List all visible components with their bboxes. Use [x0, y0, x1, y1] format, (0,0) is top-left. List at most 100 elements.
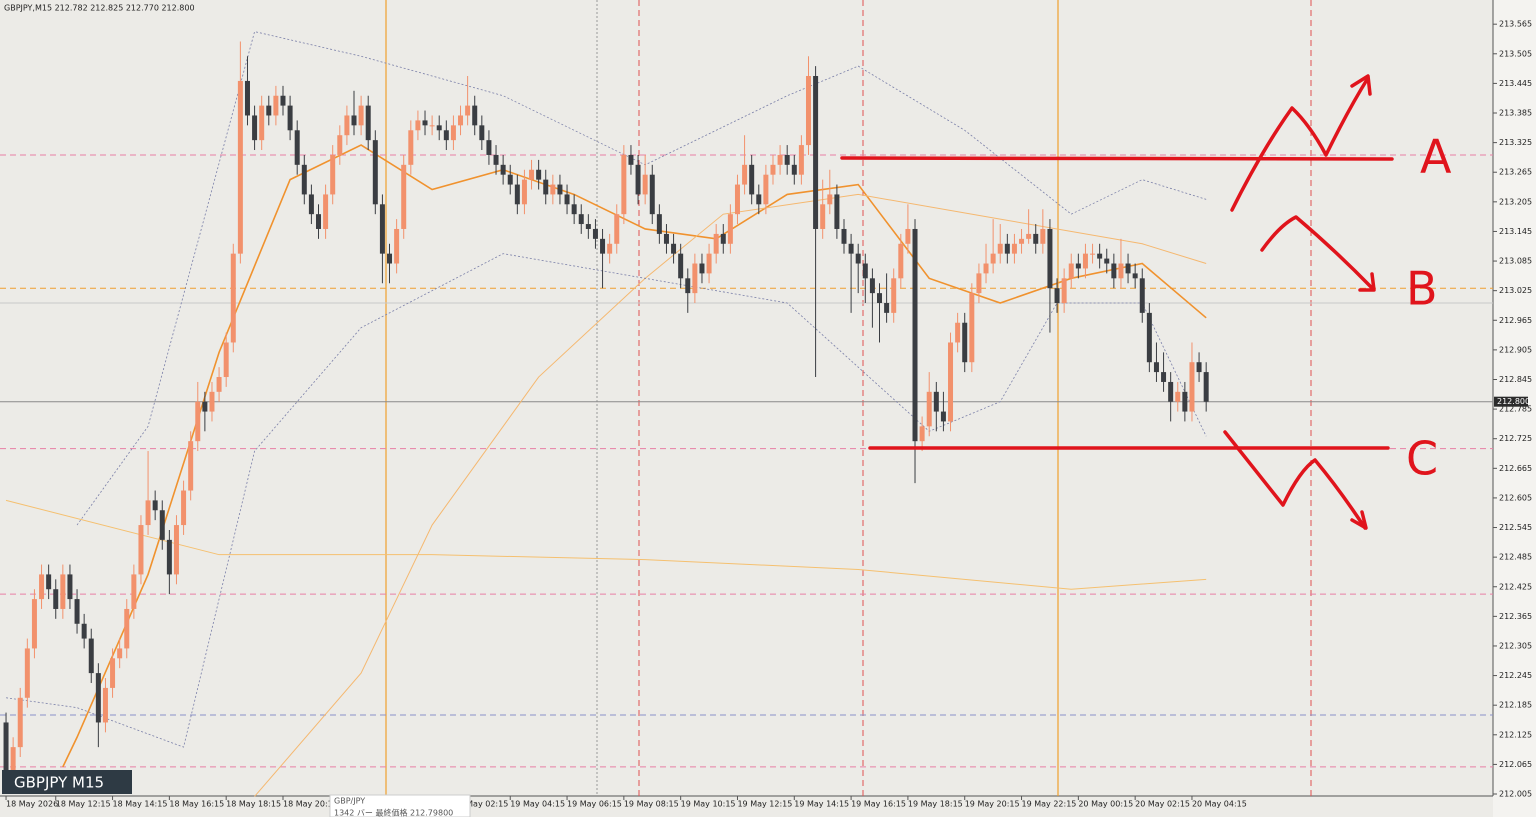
candle-body	[379, 204, 385, 254]
x-tick-label: 19 May 16:15	[851, 800, 906, 809]
candle-body	[17, 697, 23, 748]
candle-body	[500, 164, 506, 175]
x-tick-label: 18 May 16:15	[169, 800, 224, 809]
candle-body	[493, 154, 499, 165]
candle-body	[24, 648, 30, 698]
x-tick-label: 18 May 2026	[6, 800, 58, 809]
candle-body	[301, 164, 307, 195]
candle-body	[1061, 278, 1067, 303]
y-tick-label: 212.965	[1499, 316, 1532, 325]
candle-body	[507, 174, 513, 185]
candle-body	[649, 174, 655, 215]
candle-body	[1097, 253, 1103, 259]
level-a-line	[840, 156, 1394, 161]
y-tick-label: 213.145	[1499, 227, 1532, 236]
candle-body	[933, 391, 939, 412]
x-tick-label: 18 May 14:15	[113, 800, 168, 809]
candle-body	[458, 115, 464, 126]
x-tick-label: 19 May 14:15	[794, 800, 849, 809]
candle-body	[834, 194, 840, 229]
candle-body	[571, 204, 577, 215]
candle-body	[351, 115, 357, 126]
candle-body	[465, 105, 471, 116]
candle-body	[117, 648, 123, 659]
y-tick-label: 212.125	[1499, 730, 1532, 739]
x-tick-label: 19 May 20:15	[965, 800, 1020, 809]
candle-body	[550, 184, 556, 195]
x-tick-label: 19 May 06:15	[567, 800, 622, 809]
candle-body	[60, 574, 66, 609]
y-tick-label: 213.565	[1499, 20, 1532, 29]
candle-body	[39, 574, 45, 600]
candle-body	[1118, 263, 1124, 279]
candle-body	[820, 204, 826, 229]
indicator-line	[254, 193, 1207, 797]
candle-body	[536, 169, 542, 180]
y-tick-label: 212.605	[1499, 493, 1532, 502]
candle-body	[678, 253, 684, 279]
candle-body	[401, 164, 407, 229]
x-tick-label: 20 May 02:15	[1135, 800, 1190, 809]
candle-body	[905, 228, 911, 244]
candle-body	[330, 154, 336, 195]
candle-body	[145, 500, 151, 526]
indicators	[5, 31, 1207, 797]
candle-body	[3, 722, 9, 772]
candle-body	[940, 411, 946, 422]
candle-body	[394, 228, 400, 264]
candle-body	[848, 243, 854, 254]
axes: 212.005 212.065 212.125 212.185 212.245 212.3…	[5, 20, 1532, 809]
candle-body	[564, 194, 570, 205]
candle-body	[1132, 273, 1138, 279]
candle-body	[1203, 372, 1209, 402]
candle-body	[742, 164, 748, 185]
candle-body	[877, 293, 883, 303]
x-tick-label: 19 May 08:15	[624, 800, 679, 809]
candle-body	[926, 391, 932, 427]
candle-body	[955, 322, 961, 343]
candle-body	[1175, 391, 1181, 402]
candle-body	[159, 510, 165, 540]
candle-body	[1033, 233, 1039, 244]
scenario-c-arrow	[1223, 430, 1368, 530]
candle-body	[294, 130, 300, 165]
candle-body	[237, 80, 243, 254]
candle-body	[1068, 263, 1074, 279]
candle-body	[791, 164, 797, 175]
candle-body	[855, 253, 861, 264]
candle-body	[621, 154, 627, 215]
y-tick-label: 213.445	[1499, 79, 1532, 88]
candle-body	[166, 539, 172, 575]
y-tick-label: 213.325	[1499, 138, 1532, 147]
y-tick-label: 212.725	[1499, 434, 1532, 443]
y-tick-label: 213.025	[1499, 286, 1532, 295]
candle-body	[692, 263, 698, 294]
indicator-line	[5, 499, 1207, 590]
candle-body	[827, 194, 833, 205]
candle-body	[244, 80, 250, 116]
y-tick-label: 213.385	[1499, 109, 1532, 118]
candle-body	[862, 263, 868, 279]
candle-body	[642, 174, 648, 195]
candle-body	[266, 105, 272, 116]
candle-body	[777, 154, 783, 165]
candle-body	[280, 95, 286, 106]
y-tick-label: 212.305	[1499, 641, 1532, 650]
candle-body	[514, 184, 520, 205]
symbol-badge	[2, 770, 132, 794]
candle-body	[323, 194, 329, 229]
candle-body	[763, 174, 769, 205]
candle-body	[891, 278, 897, 313]
candle-body	[969, 293, 975, 363]
candle-body	[798, 145, 804, 175]
candle-body	[1146, 312, 1152, 363]
candle-body	[734, 184, 740, 215]
tooltip-title: GBP/JPY	[334, 797, 365, 806]
candle-body	[365, 105, 371, 141]
candle-body	[976, 273, 982, 294]
candle-body	[727, 214, 733, 244]
y-tick-label: 212.785	[1499, 405, 1532, 414]
candle-body	[1047, 228, 1053, 289]
candle-body	[1075, 263, 1081, 269]
candle-body	[1139, 278, 1145, 313]
